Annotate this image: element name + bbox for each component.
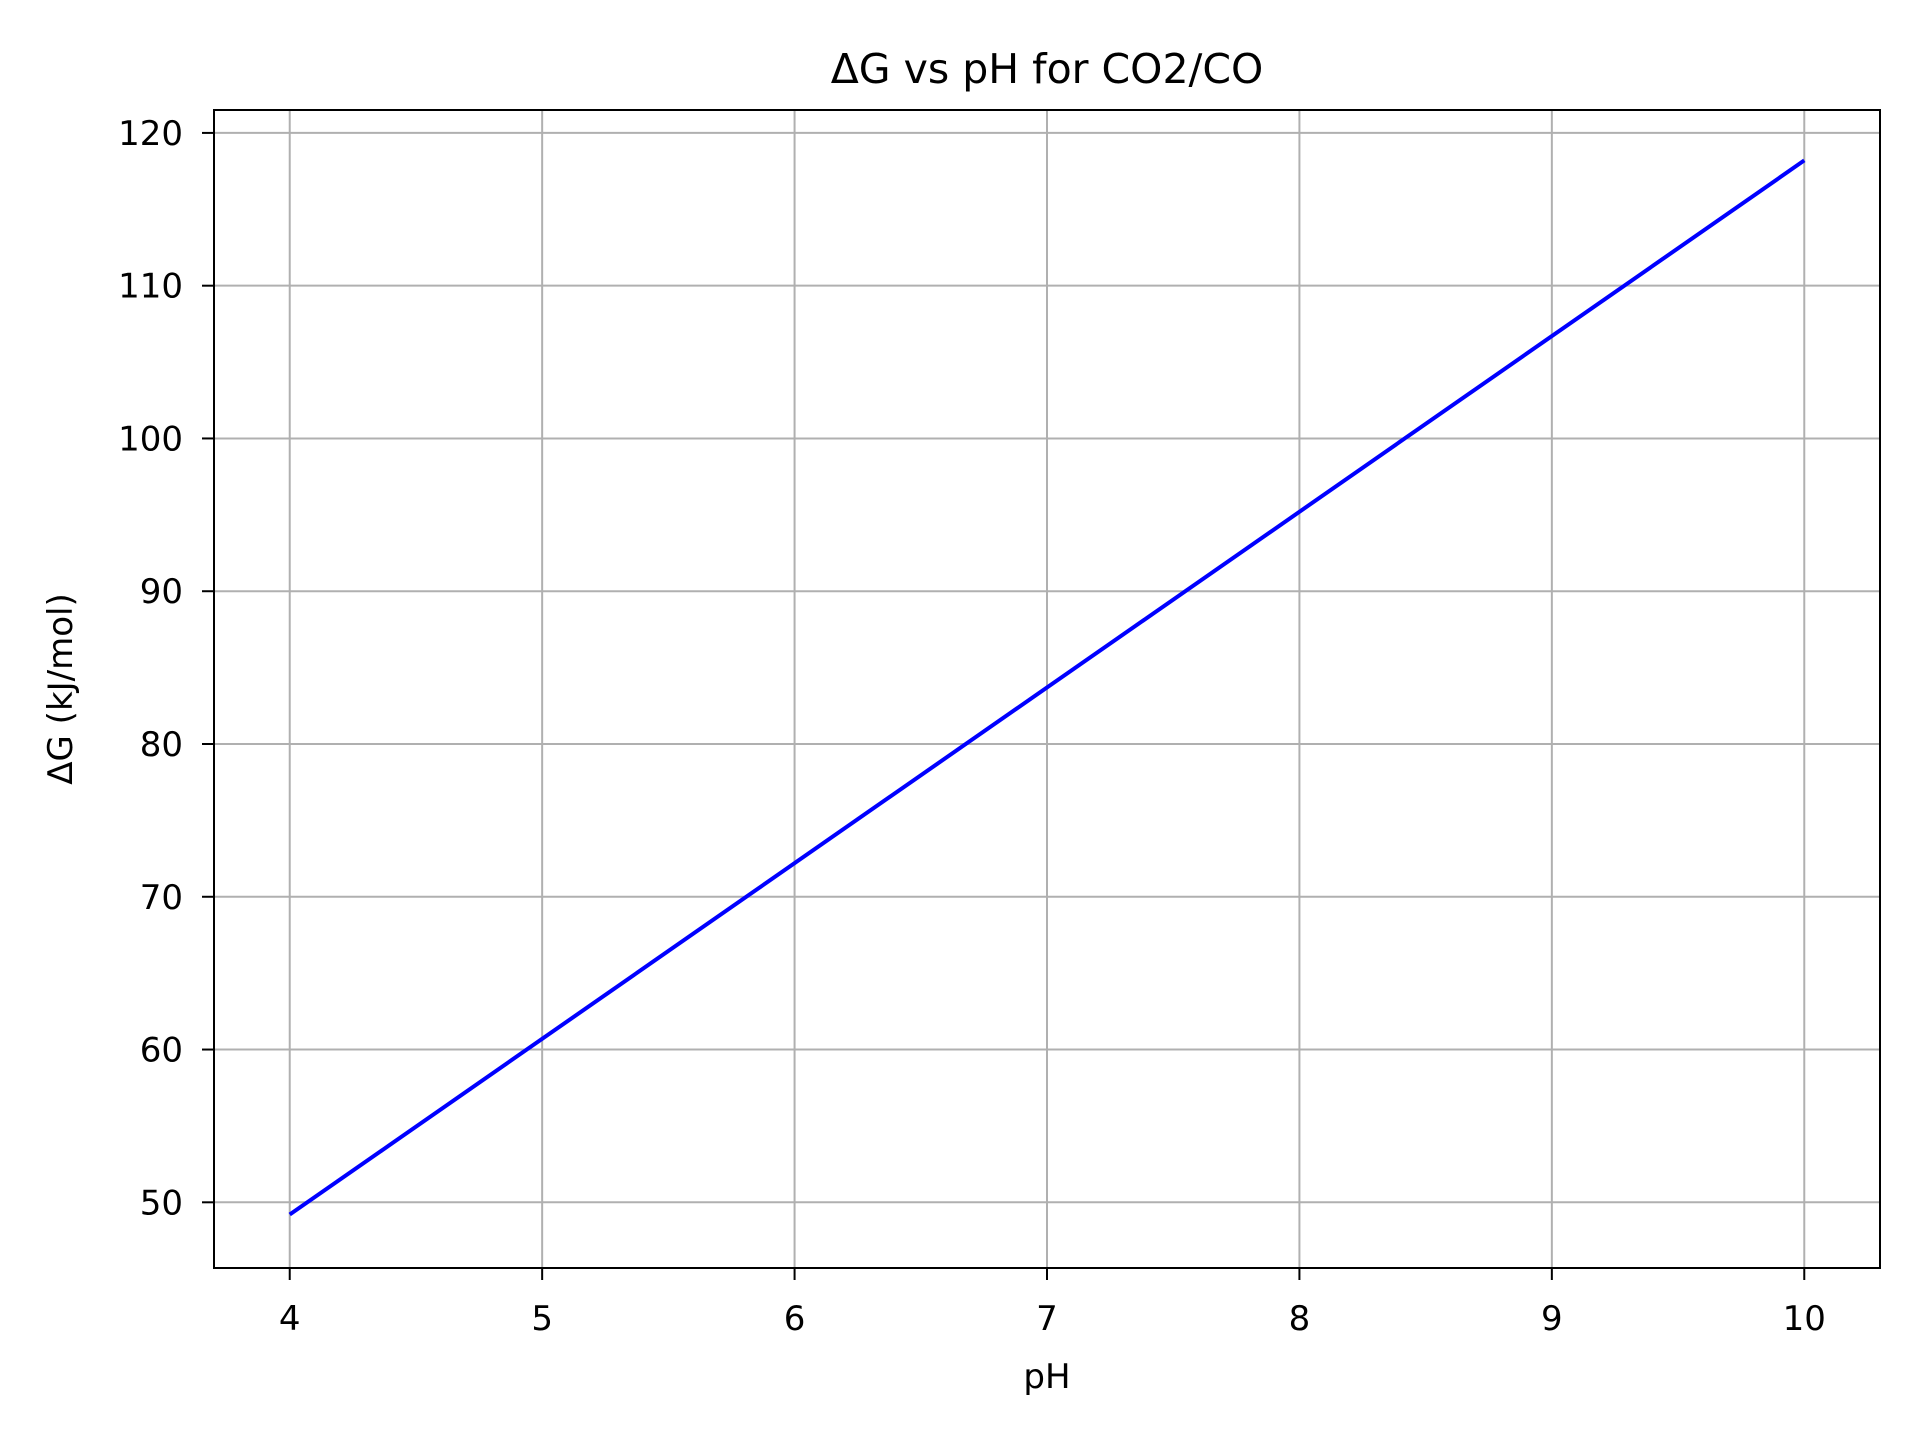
x-axis-label: pH	[1023, 1357, 1070, 1397]
y-tick-label: 60	[140, 1031, 183, 1071]
y-tick-label: 50	[140, 1183, 183, 1223]
x-tick-label: 9	[1541, 1299, 1563, 1339]
x-axis-ticks: 4 5 6 7 8 9 10	[279, 1268, 1826, 1339]
plot-series	[288, 158, 1806, 1217]
y-axis-ticks: 50 60 70 80 90 100 110 120	[118, 114, 214, 1223]
x-tick-label: 8	[1289, 1299, 1311, 1339]
x-tick-label: 10	[1783, 1299, 1826, 1339]
chart-title: ΔG vs pH for CO2/CO	[831, 45, 1264, 93]
y-tick-label: 80	[140, 725, 183, 765]
y-axis-label: ΔG (kJ/mol)	[41, 593, 81, 784]
y-tick-label: 70	[140, 878, 183, 918]
y-tick-label: 100	[118, 419, 183, 459]
series-line	[288, 158, 1806, 1217]
x-tick-label: 7	[1036, 1299, 1058, 1339]
grid-lines	[214, 110, 1880, 1268]
x-tick-label: 4	[279, 1299, 301, 1339]
y-tick-label: 120	[118, 114, 183, 154]
y-tick-label: 110	[118, 267, 183, 307]
x-tick-label: 5	[531, 1299, 553, 1339]
x-tick-label: 6	[784, 1299, 806, 1339]
y-tick-label: 90	[140, 572, 183, 612]
